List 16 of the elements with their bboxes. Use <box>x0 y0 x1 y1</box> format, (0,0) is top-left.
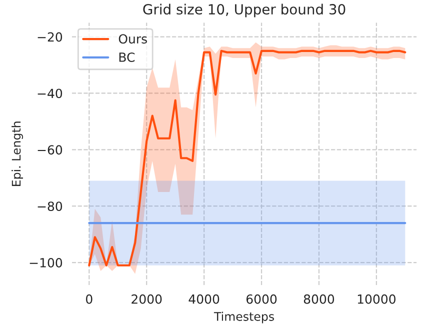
x-tick-label: 10000 <box>358 294 396 304</box>
y-tick-label: −80 <box>38 202 62 212</box>
chart-title: Grid size 10, Upper bound 30 <box>143 4 346 18</box>
x-axis-title: Timesteps <box>214 312 274 324</box>
legend-label: Ours <box>118 34 147 44</box>
y-tick-label: −100 <box>30 258 62 268</box>
x-tick-label: 4000 <box>188 294 220 304</box>
y-tick-label: −20 <box>38 32 62 42</box>
x-tick-label: 8000 <box>304 294 334 304</box>
legend-label: BC <box>119 52 135 62</box>
y-tick-label: −60 <box>38 145 62 155</box>
x-tick-label: 0 <box>86 294 92 304</box>
x-tick-label: 2000 <box>132 294 162 304</box>
y-tick-label: −40 <box>38 88 62 98</box>
y-axis-title: Epi. Length <box>12 122 23 186</box>
x-tick-label: 6000 <box>246 294 277 304</box>
